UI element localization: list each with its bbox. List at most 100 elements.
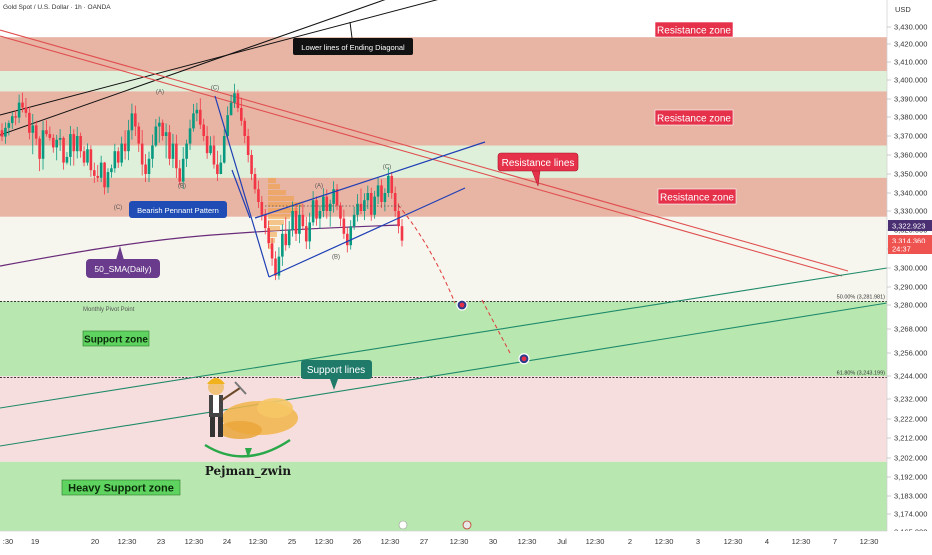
volume-bar xyxy=(268,232,277,237)
right-axis-panel xyxy=(887,0,932,550)
y-tick-label: 3,268.000 xyxy=(894,325,927,334)
x-tick-label: 7 xyxy=(833,537,837,546)
support-line-upper xyxy=(0,267,888,409)
zone-label-box-1[interactable] xyxy=(654,109,734,126)
x-tick-label: 25 xyxy=(288,537,296,546)
projection-path-1 xyxy=(397,204,456,304)
candle-body xyxy=(93,170,96,176)
x-tick-label: 2 xyxy=(628,537,632,546)
ending-diagonal-callout[interactable]: Lower lines of Ending Diagonal xyxy=(293,38,413,55)
target-core-0 xyxy=(459,302,465,308)
bearish-pennant-callout[interactable]: Bearish Pennant Pattern xyxy=(129,201,227,218)
candle-body xyxy=(41,130,45,159)
candle-body xyxy=(69,134,72,157)
candle-body xyxy=(387,175,390,193)
sma-callout[interactable]: 50_SMA(Daily) xyxy=(86,246,160,278)
candle-body xyxy=(65,156,69,163)
x-tick-label: 24 xyxy=(223,537,231,546)
zone-label-box-0[interactable] xyxy=(654,21,734,38)
candle-body xyxy=(110,168,113,173)
y-tick-label: 3,350.000 xyxy=(894,170,927,179)
candle-body xyxy=(311,200,315,223)
candles-layer xyxy=(0,83,404,281)
candle-body xyxy=(154,126,158,146)
candle-body xyxy=(219,162,223,174)
candle-body xyxy=(253,174,257,190)
candle-body xyxy=(24,107,28,113)
candle-body xyxy=(267,228,270,244)
zone-label-2: Resistance zone xyxy=(660,193,734,204)
candle-body xyxy=(116,151,120,163)
zone-label-4: Heavy Support zone xyxy=(68,483,174,495)
candle-body xyxy=(229,102,233,116)
candle-body xyxy=(123,143,127,152)
volume-bar xyxy=(268,190,286,195)
candle-body xyxy=(291,211,294,230)
x-tick-label: 26 xyxy=(353,537,361,546)
y-tick-label: 3,280.000 xyxy=(894,301,927,310)
candle-body xyxy=(236,93,240,108)
candle-body xyxy=(380,185,383,202)
ending-diagonal-label: Lower lines of Ending Diagonal xyxy=(301,43,405,52)
y-tick-label: 3,420.000 xyxy=(894,40,927,49)
y-tick-label: 3,192.000 xyxy=(894,473,927,482)
zone-label-box-2[interactable] xyxy=(657,188,737,205)
candle-body xyxy=(113,151,117,169)
candle-body xyxy=(205,136,209,154)
candle-body xyxy=(342,218,346,234)
candle-body xyxy=(31,125,35,133)
y-tick-label: 3,300.000 xyxy=(894,264,927,273)
x-tick-label: 12:30 xyxy=(249,537,268,546)
wave-label-4: (A) xyxy=(315,183,323,189)
candle-body xyxy=(161,122,164,136)
x-tick-label: 12:30 xyxy=(724,537,743,546)
x-tick-label: 27 xyxy=(420,537,428,546)
y-tick-label: 3,360.000 xyxy=(894,151,927,160)
x-tick-label: :30 xyxy=(3,537,13,546)
zone-label-3: Support zone xyxy=(84,335,148,346)
candle-body xyxy=(349,226,353,246)
candle-body xyxy=(17,102,21,118)
zone-0 xyxy=(0,37,887,71)
y-tick-label: 3,290.000 xyxy=(894,283,927,292)
y-tick-label: 3,410.000 xyxy=(894,58,927,67)
candle-body xyxy=(359,203,363,211)
volume-bar xyxy=(268,244,273,249)
candle-body xyxy=(339,205,342,219)
candle-body xyxy=(130,113,134,131)
candle-body xyxy=(185,143,188,159)
x-tick-label: 12:30 xyxy=(450,537,469,546)
support-lines-label: Support lines xyxy=(307,365,365,376)
bearish-pennant-label: Bearish Pennant Pattern xyxy=(137,206,219,215)
monthly-pivot-label: Monthly Pivot Point xyxy=(83,307,135,313)
candle-body xyxy=(55,139,59,148)
candle-body xyxy=(171,143,175,159)
resistance-lines-callout[interactable]: Resistance lines xyxy=(497,152,579,187)
light-band-0 xyxy=(0,71,887,92)
volume-bar xyxy=(268,196,294,201)
x-tick-label: 12:30 xyxy=(586,537,605,546)
candle-body xyxy=(38,138,41,159)
candle-body xyxy=(28,112,31,133)
candle-body xyxy=(260,202,264,215)
candle-body xyxy=(86,149,89,163)
candle-body xyxy=(137,126,141,144)
zone-label-box-3[interactable] xyxy=(82,330,150,347)
candle-body xyxy=(383,193,387,202)
candle-body xyxy=(301,214,305,227)
candle-body xyxy=(198,109,202,125)
support-lines-callout[interactable]: Support lines xyxy=(301,360,372,390)
candle-body xyxy=(120,143,123,163)
candle-body xyxy=(257,189,260,202)
y-tick-label: 3,244.000 xyxy=(894,372,927,381)
candle-body xyxy=(58,137,62,140)
candle-body xyxy=(195,109,199,114)
wave-labels-layer: (A) (C) (B) (C) (A) (B) (C) xyxy=(114,86,391,261)
zone-label-box-4[interactable] xyxy=(61,479,181,496)
x-tick-label: 20 xyxy=(91,537,99,546)
candle-body xyxy=(134,113,137,127)
volume-bar xyxy=(268,238,275,243)
sma-label: 50_SMA(Daily) xyxy=(94,264,151,274)
pennant-upper-line xyxy=(231,169,251,219)
